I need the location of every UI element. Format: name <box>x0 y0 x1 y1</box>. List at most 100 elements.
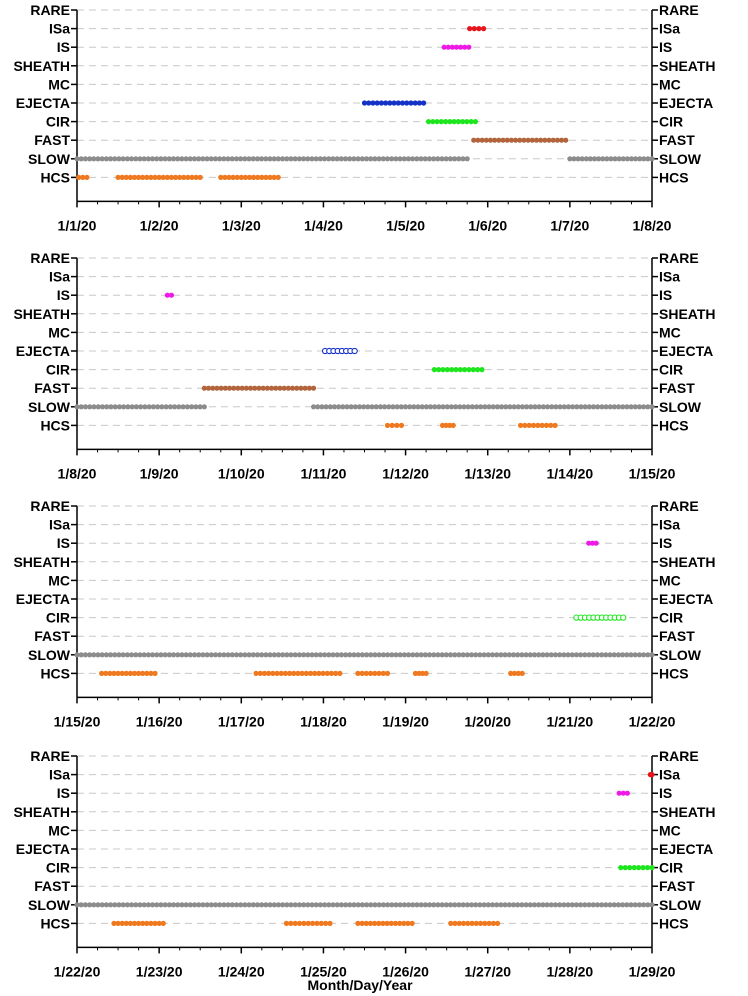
data-point <box>127 920 133 927</box>
data-point <box>469 404 475 410</box>
data-point <box>124 902 130 908</box>
category-label-right: ISa <box>659 517 680 533</box>
segment-slow <box>74 652 655 658</box>
data-point <box>252 385 258 391</box>
data-point <box>127 174 133 180</box>
data-point <box>586 652 592 658</box>
data-point <box>515 902 521 908</box>
data-point <box>210 385 216 391</box>
data-point <box>140 920 146 927</box>
data-point <box>507 404 513 410</box>
data-point <box>464 902 470 908</box>
segment-slow <box>310 404 655 410</box>
data-point <box>380 920 386 927</box>
data-point <box>440 367 446 373</box>
data-point <box>398 422 405 428</box>
category-label-right: CIR <box>659 860 683 876</box>
data-point <box>544 404 551 410</box>
data-point <box>376 902 382 908</box>
data-point <box>103 902 109 908</box>
chart-panels: RARE RARE ISa ISa IS IS SHEATH SHEATH MC MC EJECTA… <box>13 2 715 979</box>
x-tick-label: 1/27/20 <box>464 963 511 979</box>
data-point <box>574 404 580 410</box>
data-point <box>242 156 248 162</box>
category-label-left: HCS <box>40 665 70 681</box>
data-point <box>119 174 125 180</box>
category-label-left: SLOW <box>28 399 71 415</box>
data-point <box>649 865 655 871</box>
data-point <box>399 100 406 106</box>
data-point <box>296 156 302 162</box>
data-point <box>473 920 479 927</box>
category-label-left: CIR <box>46 362 70 378</box>
x-tick-label: 1/15/20 <box>629 465 676 481</box>
data-point <box>432 404 438 410</box>
data-point <box>510 902 517 908</box>
data-point <box>456 156 462 162</box>
data-point <box>116 404 123 410</box>
data-point <box>338 652 345 658</box>
data-point <box>620 790 626 796</box>
data-point <box>372 652 378 658</box>
data-point <box>78 652 84 658</box>
data-point <box>152 670 158 677</box>
data-point <box>181 174 187 180</box>
data-point <box>508 137 514 143</box>
data-point <box>384 902 391 908</box>
data-point <box>233 652 240 658</box>
data-point <box>448 404 455 410</box>
data-point <box>397 156 403 162</box>
category-label-right: MC <box>659 324 681 340</box>
data-point <box>600 156 606 162</box>
data-point <box>511 670 518 677</box>
data-point <box>221 652 227 658</box>
data-point <box>464 652 470 658</box>
data-point <box>578 902 584 908</box>
data-point <box>364 652 370 658</box>
data-point <box>391 100 397 106</box>
data-point <box>382 404 388 410</box>
data-point <box>431 652 437 658</box>
data-point <box>234 174 240 180</box>
data-point <box>649 652 655 658</box>
data-point <box>519 404 526 410</box>
data-point <box>120 652 126 658</box>
data-point <box>615 404 622 410</box>
data-point <box>170 652 177 658</box>
data-point <box>374 100 380 106</box>
data-point <box>127 670 133 677</box>
data-point <box>649 404 655 410</box>
data-point <box>370 100 376 106</box>
data-point <box>410 652 416 658</box>
data-point <box>538 137 544 143</box>
data-point <box>550 137 556 143</box>
category-label-right: ISa <box>659 269 680 285</box>
data-point <box>460 119 466 125</box>
data-point <box>615 652 622 658</box>
data-point <box>208 902 214 908</box>
data-point <box>326 902 332 908</box>
data-point <box>582 902 588 908</box>
data-point <box>351 156 357 162</box>
data-point <box>243 385 249 391</box>
data-point <box>159 404 165 410</box>
data-point <box>267 156 273 162</box>
data-point <box>483 137 489 143</box>
data-point <box>292 652 298 658</box>
data-point <box>99 652 105 658</box>
data-point <box>74 652 80 658</box>
data-point <box>309 652 315 658</box>
data-point <box>431 156 437 162</box>
data-point <box>123 920 129 927</box>
category-label-left: FAST <box>34 132 70 148</box>
data-point <box>578 652 584 658</box>
data-point <box>212 902 219 908</box>
data-point <box>330 156 336 162</box>
data-point <box>462 44 468 50</box>
data-point <box>395 100 401 106</box>
data-point <box>519 652 525 658</box>
data-point <box>458 44 464 50</box>
data-point <box>273 385 279 391</box>
category-label-right: SLOW <box>659 399 702 415</box>
category-label-left: MC <box>48 76 70 92</box>
